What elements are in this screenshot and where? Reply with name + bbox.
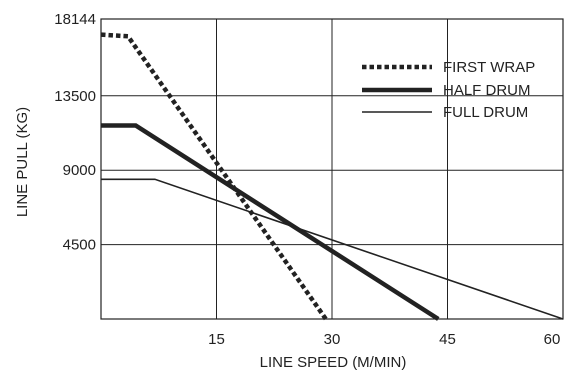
y-tick-label-0: 4500 — [63, 237, 96, 254]
series-line-thick — [101, 123, 440, 321]
series-line-dotted — [100, 32, 328, 321]
x-tick-label-3: 60 — [544, 331, 561, 348]
series-layer — [100, 32, 564, 321]
legend: FIRST WRAP HALF DRUM FULL DRUM — [362, 59, 535, 121]
grid-lines — [101, 19, 563, 319]
series-line-thin — [101, 178, 564, 320]
y-tick-label-3: 18144 — [54, 11, 96, 28]
legend-label-thick: HALF DRUM — [443, 82, 531, 99]
legend-label-dotted: FIRST WRAP — [443, 59, 535, 76]
y-tick-labels: 4500 9000 13500 18144 — [54, 11, 96, 254]
x-axis-title: LINE SPEED (M/MIN) — [260, 354, 407, 371]
y-axis-title: LINE PULL (KG) — [14, 107, 31, 217]
x-tick-label-0: 15 — [208, 331, 225, 348]
plot-frame — [100, 18, 564, 320]
legend-label-thin: FULL DRUM — [443, 104, 528, 121]
x-tick-label-2: 45 — [439, 331, 456, 348]
x-tick-labels: 15 30 45 60 — [208, 331, 560, 348]
x-tick-label-1: 30 — [324, 331, 341, 348]
y-tick-label-1: 9000 — [63, 162, 96, 179]
y-tick-label-2: 13500 — [54, 88, 96, 105]
